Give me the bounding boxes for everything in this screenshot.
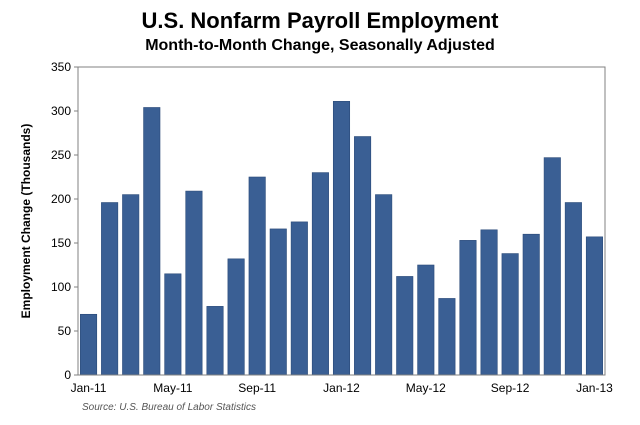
bar-Jul-12 [459, 240, 477, 376]
bar-Mar-12 [375, 194, 393, 376]
bar-Aug-11 [227, 258, 245, 376]
bar-Jul-11 [206, 306, 224, 376]
x-tick-label: May-12 [406, 381, 446, 395]
y-tick-label: 200 [51, 192, 71, 206]
y-tick-label: 100 [51, 280, 71, 294]
bar-Apr-12 [396, 276, 414, 376]
x-tick-label: May-11 [153, 381, 192, 395]
bar-Jun-12 [438, 298, 456, 376]
bar-May-12 [417, 264, 435, 376]
bar-Sep-12 [501, 253, 519, 376]
source-note: Source: U.S. Bureau of Labor Statistics [82, 402, 256, 413]
bar-Jun-11 [185, 190, 203, 376]
bar-Aug-12 [480, 229, 498, 376]
bar-Oct-12 [522, 233, 540, 376]
y-axis-ticks: 0 50 100 150 200 250 300 350 [51, 60, 78, 382]
x-tick-label: Sep-11 [238, 381, 276, 395]
x-tick-label: Jan-12 [323, 381, 360, 395]
bar-Mar-11 [122, 194, 140, 376]
y-tick-label: 0 [64, 368, 71, 382]
x-tick-label: Sep-12 [491, 381, 530, 395]
bar-Sep-11 [248, 176, 266, 376]
y-tick-label: 300 [51, 104, 71, 118]
chart-title: U.S. Nonfarm Payroll Employment [141, 8, 499, 33]
x-tick-label: Jan-11 [71, 381, 107, 395]
bar-Feb-11 [101, 202, 119, 376]
x-axis-ticks: Jan-11 May-11 Sep-11 Jan-12 May-12 Sep-12 Jan-… [71, 381, 613, 395]
bar-Jan-11 [80, 313, 98, 376]
bar-Nov-11 [290, 221, 308, 376]
chart-subtitle: Month-to-Month Change, Seasonally Adjust… [145, 37, 495, 54]
bars [80, 101, 603, 376]
bar-Feb-12 [354, 136, 372, 376]
y-axis-label: Employment Change (Thousands) [19, 124, 33, 319]
y-tick-label: 250 [51, 148, 71, 162]
bar-Oct-11 [269, 228, 287, 376]
bar-Jan-13 [585, 236, 603, 376]
bar-Dec-11 [311, 172, 329, 376]
bar-Apr-11 [143, 107, 161, 376]
bar-Nov-12 [543, 157, 561, 376]
bar-May-11 [164, 273, 182, 376]
y-tick-label: 350 [51, 60, 71, 74]
bar-Jan-12 [332, 101, 351, 376]
y-tick-label: 50 [58, 324, 72, 338]
x-tick-label: Jan-13 [576, 381, 613, 395]
bar-Dec-12 [564, 202, 582, 376]
plot-area-border [77, 66, 606, 376]
y-tick-label: 150 [51, 236, 71, 250]
